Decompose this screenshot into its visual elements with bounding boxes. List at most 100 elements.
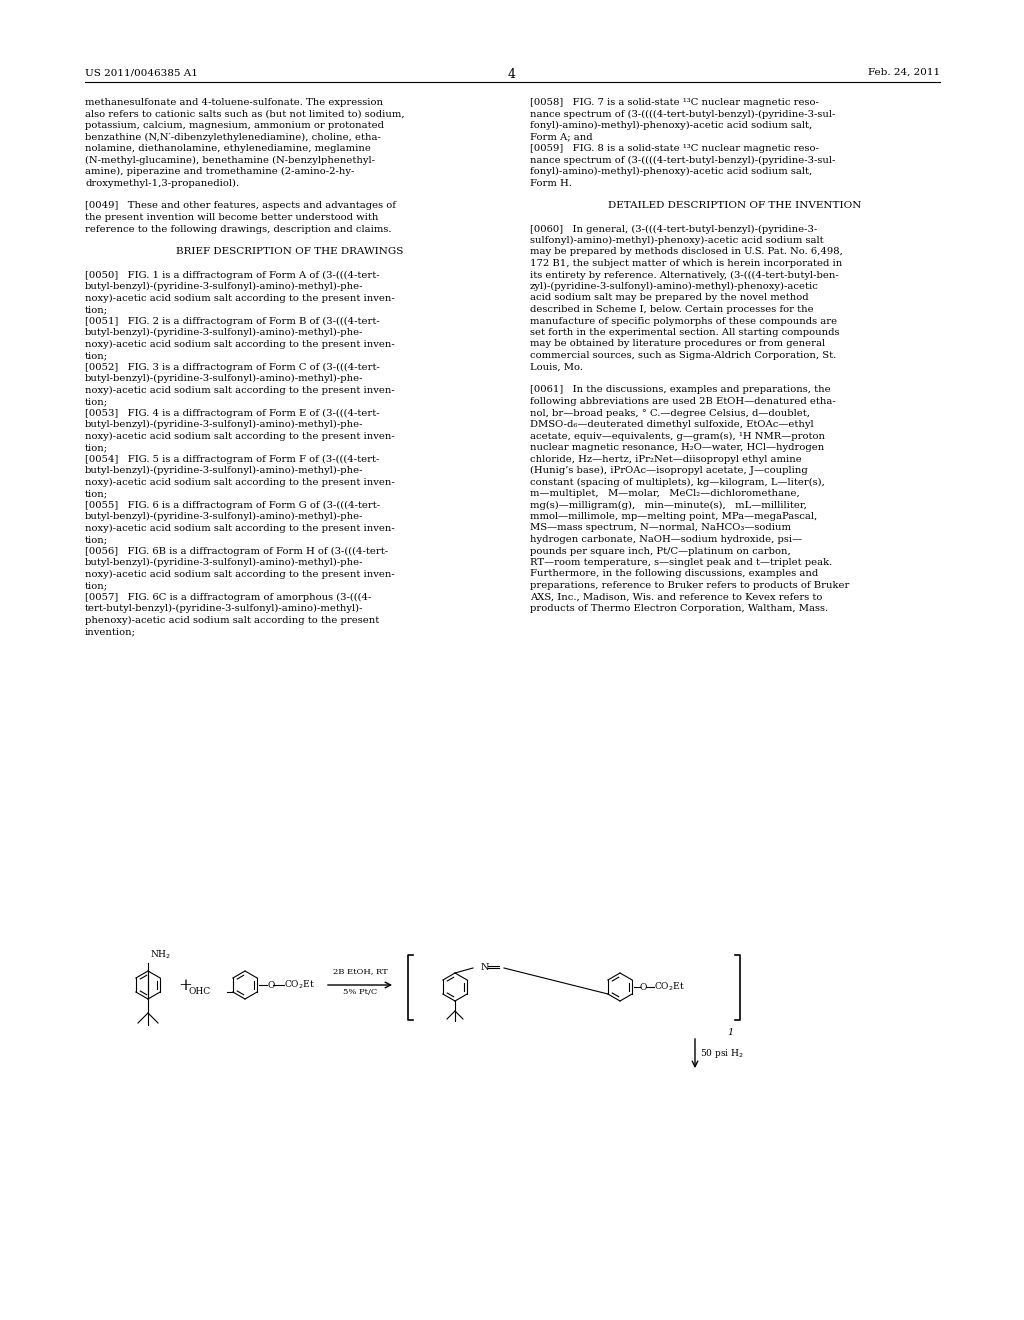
Text: [0053]   FIG. 4 is a diffractogram of Form E of (3-(((4-tert-: [0053] FIG. 4 is a diffractogram of Form… [85, 408, 380, 417]
Text: [0051]   FIG. 2 is a diffractogram of Form B of (3-(((4-tert-: [0051] FIG. 2 is a diffractogram of Form… [85, 317, 380, 326]
Text: [0055]   FIG. 6 is a diffractogram of Form G of (3-(((4-tert-: [0055] FIG. 6 is a diffractogram of Form… [85, 500, 380, 510]
Text: O: O [640, 982, 647, 991]
Text: butyl-benzyl)-(pyridine-3-sulfonyl)-amino)-methyl)-phe-: butyl-benzyl)-(pyridine-3-sulfonyl)-amin… [85, 327, 364, 337]
Text: tion;: tion; [85, 444, 109, 451]
Text: m—multiplet,   M—molar,   MeCl₂—dichloromethane,: m—multiplet, M—molar, MeCl₂—dichlorometh… [530, 488, 800, 498]
Text: 2B EtOH, RT: 2B EtOH, RT [333, 968, 387, 975]
Text: tion;: tion; [85, 488, 109, 498]
Text: the present invention will become better understood with: the present invention will become better… [85, 213, 379, 222]
Text: O: O [267, 981, 274, 990]
Text: butyl-benzyl)-(pyridine-3-sulfonyl)-amino)-methyl)-phe-: butyl-benzyl)-(pyridine-3-sulfonyl)-amin… [85, 374, 364, 383]
Text: DETAILED DESCRIPTION OF THE INVENTION: DETAILED DESCRIPTION OF THE INVENTION [608, 202, 861, 210]
Text: [0058]   FIG. 7 is a solid-state ¹³C nuclear magnetic reso-: [0058] FIG. 7 is a solid-state ¹³C nucle… [530, 98, 819, 107]
Text: its entirety by reference. Alternatively, (3-(((4-tert-butyl-ben-: its entirety by reference. Alternatively… [530, 271, 839, 280]
Text: phenoxy)-acetic acid sodium salt according to the present: phenoxy)-acetic acid sodium salt accordi… [85, 615, 379, 624]
Text: tion;: tion; [85, 351, 109, 360]
Text: nolamine, diethanolamine, ethylenediamine, meglamine: nolamine, diethanolamine, ethylenediamin… [85, 144, 371, 153]
Text: noxy)-acetic acid sodium salt according to the present inven-: noxy)-acetic acid sodium salt according … [85, 478, 394, 487]
Text: amine), piperazine and tromethamine (2-amino-2-hy-: amine), piperazine and tromethamine (2-a… [85, 168, 354, 176]
Text: CO$_2$Et: CO$_2$Et [654, 981, 685, 993]
Text: potassium, calcium, magnesium, ammonium or protonated: potassium, calcium, magnesium, ammonium … [85, 121, 384, 129]
Text: may be obtained by literature procedures or from general: may be obtained by literature procedures… [530, 339, 825, 348]
Text: fonyl)-amino)-methyl)-phenoxy)-acetic acid sodium salt,: fonyl)-amino)-methyl)-phenoxy)-acetic ac… [530, 168, 812, 176]
Text: noxy)-acetic acid sodium salt according to the present inven-: noxy)-acetic acid sodium salt according … [85, 569, 394, 578]
Text: [0061]   In the discussions, examples and preparations, the: [0061] In the discussions, examples and … [530, 385, 830, 395]
Text: reference to the following drawings, description and claims.: reference to the following drawings, des… [85, 224, 391, 234]
Text: Form A; and: Form A; and [530, 132, 593, 141]
Text: [0059]   FIG. 8 is a solid-state ¹³C nuclear magnetic reso-: [0059] FIG. 8 is a solid-state ¹³C nucle… [530, 144, 819, 153]
Text: described in Scheme I, below. Certain processes for the: described in Scheme I, below. Certain pr… [530, 305, 814, 314]
Text: noxy)-acetic acid sodium salt according to the present inven-: noxy)-acetic acid sodium salt according … [85, 524, 394, 533]
Text: OHC: OHC [188, 987, 211, 997]
Text: (N-methyl-glucamine), benethamine (N-benzylphenethyl-: (N-methyl-glucamine), benethamine (N-ben… [85, 156, 375, 165]
Text: acid sodium salt may be prepared by the novel method: acid sodium salt may be prepared by the … [530, 293, 809, 302]
Text: sulfonyl)-amino)-methyl)-phenoxy)-acetic acid sodium salt: sulfonyl)-amino)-methyl)-phenoxy)-acetic… [530, 236, 823, 246]
Text: tert-butyl-benzyl)-(pyridine-3-sulfonyl)-amino)-methyl)-: tert-butyl-benzyl)-(pyridine-3-sulfonyl)… [85, 605, 364, 612]
Text: [0056]   FIG. 6B is a diffractogram of Form H of (3-(((4-tert-: [0056] FIG. 6B is a diffractogram of For… [85, 546, 388, 556]
Text: manufacture of specific polymorphs of these compounds are: manufacture of specific polymorphs of th… [530, 317, 838, 326]
Text: [0049]   These and other features, aspects and advantages of: [0049] These and other features, aspects… [85, 202, 396, 210]
Text: noxy)-acetic acid sodium salt according to the present inven-: noxy)-acetic acid sodium salt according … [85, 339, 394, 348]
Text: NH$_2$: NH$_2$ [150, 949, 171, 961]
Text: [0052]   FIG. 3 is a diffractogram of Form C of (3-(((4-tert-: [0052] FIG. 3 is a diffractogram of Form… [85, 363, 380, 372]
Text: +: + [178, 977, 191, 994]
Text: invention;: invention; [85, 627, 136, 636]
Text: 172 B1, the subject matter of which is herein incorporated in: 172 B1, the subject matter of which is h… [530, 259, 843, 268]
Text: mg(s)—milligram(g),   min—minute(s),   mL—milliliter,: mg(s)—milligram(g), min—minute(s), mL—mi… [530, 500, 807, 510]
Text: tion;: tion; [85, 535, 109, 544]
Text: noxy)-acetic acid sodium salt according to the present inven-: noxy)-acetic acid sodium salt according … [85, 432, 394, 441]
Text: butyl-benzyl)-(pyridine-3-sulfonyl)-amino)-methyl)-phe-: butyl-benzyl)-(pyridine-3-sulfonyl)-amin… [85, 420, 364, 429]
Text: also refers to cationic salts such as (but not limited to) sodium,: also refers to cationic salts such as (b… [85, 110, 404, 119]
Text: nance spectrum of (3-((((4-tert-butyl-benzyl)-(pyridine-3-sul-: nance spectrum of (3-((((4-tert-butyl-be… [530, 156, 836, 165]
Text: tion;: tion; [85, 581, 109, 590]
Text: butyl-benzyl)-(pyridine-3-sulfonyl)-amino)-methyl)-phe-: butyl-benzyl)-(pyridine-3-sulfonyl)-amin… [85, 282, 364, 292]
Text: butyl-benzyl)-(pyridine-3-sulfonyl)-amino)-methyl)-phe-: butyl-benzyl)-(pyridine-3-sulfonyl)-amin… [85, 512, 364, 521]
Text: mmol—millimole, mp—melting point, MPa—megaPascal,: mmol—millimole, mp—melting point, MPa—me… [530, 512, 817, 521]
Text: (Hunig’s base), iPrOAc—isopropyl acetate, J—coupling: (Hunig’s base), iPrOAc—isopropyl acetate… [530, 466, 808, 475]
Text: droxymethyl-1,3-propanediol).: droxymethyl-1,3-propanediol). [85, 178, 240, 187]
Text: AXS, Inc., Madison, Wis. and reference to Kevex refers to: AXS, Inc., Madison, Wis. and reference t… [530, 593, 822, 602]
Text: tion;: tion; [85, 305, 109, 314]
Text: MS—mass spectrum, N—normal, NaHCO₃—sodium: MS—mass spectrum, N—normal, NaHCO₃—sodiu… [530, 524, 791, 532]
Text: 5% Pt/C: 5% Pt/C [343, 987, 377, 997]
Text: DMSO-d₆—deuterated dimethyl sulfoxide, EtOAc—ethyl: DMSO-d₆—deuterated dimethyl sulfoxide, E… [530, 420, 814, 429]
Text: noxy)-acetic acid sodium salt according to the present inven-: noxy)-acetic acid sodium salt according … [85, 293, 394, 302]
Text: Furthermore, in the following discussions, examples and: Furthermore, in the following discussion… [530, 569, 818, 578]
Text: N: N [481, 964, 489, 973]
Text: CO$_2$Et: CO$_2$Et [284, 978, 314, 991]
Text: Louis, Mo.: Louis, Mo. [530, 363, 583, 371]
Text: nol, br—broad peaks, ° C.—degree Celsius, d—doublet,: nol, br—broad peaks, ° C.—degree Celsius… [530, 408, 810, 417]
Text: fonyl)-amino)-methyl)-phenoxy)-acetic acid sodium salt,: fonyl)-amino)-methyl)-phenoxy)-acetic ac… [530, 121, 812, 131]
Text: BRIEF DESCRIPTION OF THE DRAWINGS: BRIEF DESCRIPTION OF THE DRAWINGS [176, 248, 403, 256]
Text: RT—room temperature, s—singlet peak and t—triplet peak.: RT—room temperature, s—singlet peak and … [530, 558, 833, 568]
Text: constant (spacing of multiplets), kg—kilogram, L—liter(s),: constant (spacing of multiplets), kg—kil… [530, 478, 825, 487]
Text: zyl)-(pyridine-3-sulfonyl)-amino)-methyl)-phenoxy)-acetic: zyl)-(pyridine-3-sulfonyl)-amino)-methyl… [530, 282, 819, 292]
Text: noxy)-acetic acid sodium salt according to the present inven-: noxy)-acetic acid sodium salt according … [85, 385, 394, 395]
Text: butyl-benzyl)-(pyridine-3-sulfonyl)-amino)-methyl)-phe-: butyl-benzyl)-(pyridine-3-sulfonyl)-amin… [85, 466, 364, 475]
Text: nuclear magnetic resonance, H₂O—water, HCl—hydrogen: nuclear magnetic resonance, H₂O—water, H… [530, 444, 824, 451]
Text: [0057]   FIG. 6C is a diffractogram of amorphous (3-(((4-: [0057] FIG. 6C is a diffractogram of amo… [85, 593, 372, 602]
Text: pounds per square inch, Pt/C—platinum on carbon,: pounds per square inch, Pt/C—platinum on… [530, 546, 791, 556]
Text: [0060]   In general, (3-(((4-tert-butyl-benzyl)-(pyridine-3-: [0060] In general, (3-(((4-tert-butyl-be… [530, 224, 817, 234]
Text: nance spectrum of (3-((((4-tert-butyl-benzyl)-(pyridine-3-sul-: nance spectrum of (3-((((4-tert-butyl-be… [530, 110, 836, 119]
Text: following abbreviations are used 2B EtOH—denatured etha-: following abbreviations are used 2B EtOH… [530, 397, 836, 407]
Text: acetate, equiv—equivalents, g—gram(s), ¹H NMR—proton: acetate, equiv—equivalents, g—gram(s), ¹… [530, 432, 825, 441]
Text: hydrogen carbonate, NaOH—sodium hydroxide, psi—: hydrogen carbonate, NaOH—sodium hydroxid… [530, 535, 802, 544]
Text: 50 psi H$_2$: 50 psi H$_2$ [700, 1047, 743, 1060]
Text: methanesulfonate and 4-toluene-sulfonate. The expression: methanesulfonate and 4-toluene-sulfonate… [85, 98, 383, 107]
Text: [0054]   FIG. 5 is a diffractogram of Form F of (3-(((4-tert-: [0054] FIG. 5 is a diffractogram of Form… [85, 454, 379, 463]
Text: [0050]   FIG. 1 is a diffractogram of Form A of (3-(((4-tert-: [0050] FIG. 1 is a diffractogram of Form… [85, 271, 380, 280]
Text: chloride, Hz—hertz, iPr₂Net—diisopropyl ethyl amine: chloride, Hz—hertz, iPr₂Net—diisopropyl … [530, 454, 802, 463]
Text: tion;: tion; [85, 397, 109, 407]
Text: Form H.: Form H. [530, 178, 571, 187]
Text: butyl-benzyl)-(pyridine-3-sulfonyl)-amino)-methyl)-phe-: butyl-benzyl)-(pyridine-3-sulfonyl)-amin… [85, 558, 364, 568]
Text: 1: 1 [727, 1028, 733, 1038]
Text: products of Thermo Electron Corporation, Waltham, Mass.: products of Thermo Electron Corporation,… [530, 605, 828, 612]
Text: may be prepared by methods disclosed in U.S. Pat. No. 6,498,: may be prepared by methods disclosed in … [530, 248, 843, 256]
Text: preparations, reference to Bruker refers to products of Bruker: preparations, reference to Bruker refers… [530, 581, 849, 590]
Text: set forth in the experimental section. All starting compounds: set forth in the experimental section. A… [530, 327, 840, 337]
Text: Feb. 24, 2011: Feb. 24, 2011 [868, 69, 940, 77]
Text: benzathine (N,N′-dibenzylethylenediamine), choline, etha-: benzathine (N,N′-dibenzylethylenediamine… [85, 132, 381, 141]
Text: commercial sources, such as Sigma-Aldrich Corporation, St.: commercial sources, such as Sigma-Aldric… [530, 351, 837, 360]
Text: 4: 4 [508, 69, 516, 81]
